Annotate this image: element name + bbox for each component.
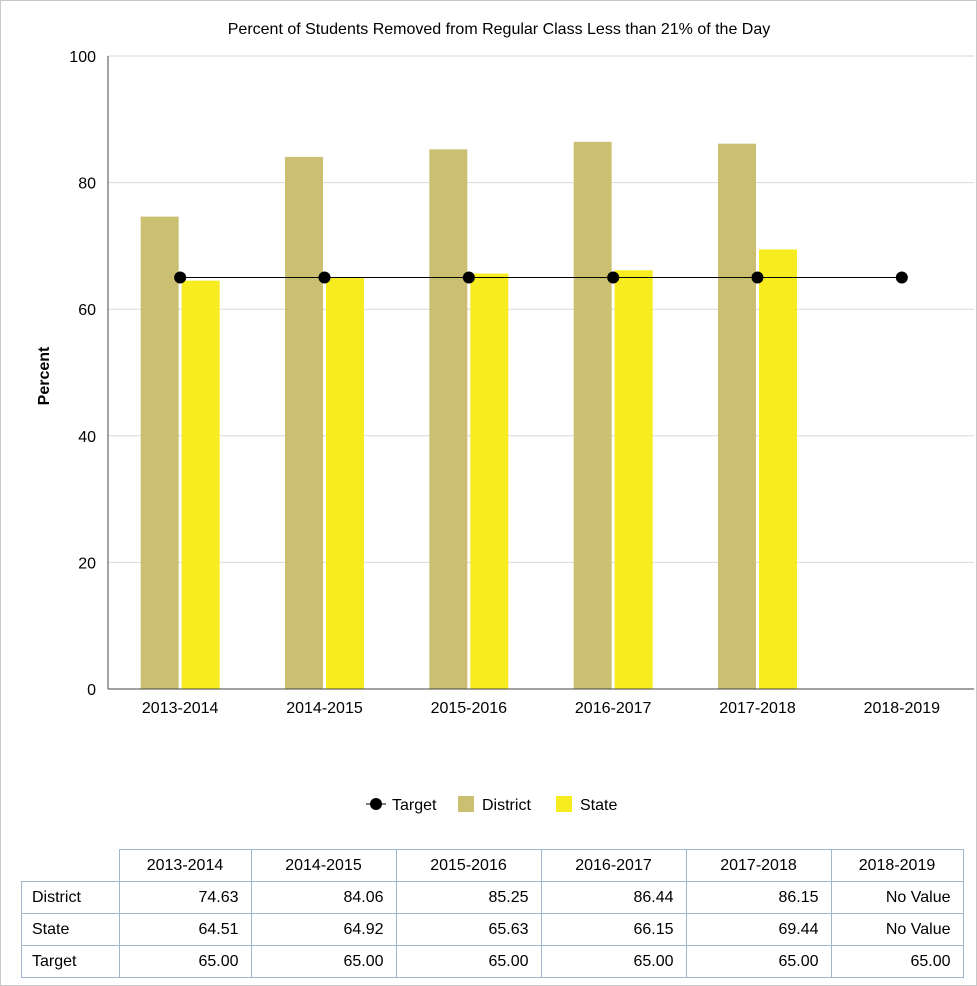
table-cell: 69.44 <box>685 913 832 946</box>
table-cell: 64.92 <box>250 913 397 946</box>
x-tick-label: 2018-2019 <box>864 700 941 717</box>
target-point <box>607 271 620 284</box>
y-tick-label: 100 <box>69 49 96 66</box>
y-tick-label: 60 <box>78 302 96 319</box>
bar-state <box>759 249 797 689</box>
table-column-header: 2017-2018 <box>685 849 832 882</box>
bar-state <box>614 270 653 689</box>
x-tick-label: 2013-2014 <box>142 700 219 717</box>
x-tick-label: 2016-2017 <box>575 700 652 717</box>
table-cell: No Value <box>830 881 964 914</box>
legend-label: Target <box>392 797 437 814</box>
table-cell: 65.63 <box>395 913 542 946</box>
bar-district <box>285 156 323 689</box>
table-column-header: 2014-2015 <box>250 849 397 882</box>
bar-district <box>718 143 756 689</box>
target-point <box>895 271 908 284</box>
legend-target-marker-icon <box>370 798 382 810</box>
table-row: Target 65.00 65.00 65.00 65.00 65.00 65.00 <box>21 945 964 978</box>
table-row-label: Target <box>21 945 120 978</box>
x-tick-label: 2017-2018 <box>719 700 796 717</box>
x-tick-label: 2015-2016 <box>431 700 508 717</box>
chart-title: Percent of Students Removed from Regular… <box>228 21 771 38</box>
y-tick-label: 40 <box>78 429 96 446</box>
bar-layer <box>140 141 797 690</box>
target-line-layer <box>174 271 908 284</box>
table-cell: 65.00 <box>395 945 542 978</box>
bar-state <box>470 273 509 689</box>
chart-svg: Percent of Students Removed from Regular… <box>36 21 974 814</box>
table-cell: 65.00 <box>830 945 964 978</box>
table-body: District 74.63 84.06 85.25 86.44 86.15 No Valu… <box>21 881 964 978</box>
table-row: District 74.63 84.06 85.25 86.44 86.15 No Valu… <box>21 881 964 914</box>
legend-district-swatch-icon <box>458 796 474 812</box>
table-cell: 65.00 <box>540 945 687 978</box>
x-tick-label: 2014-2015 <box>286 700 363 717</box>
table-cell: 65.00 <box>250 945 397 978</box>
y-tick-label: 20 <box>78 555 96 572</box>
target-point <box>174 271 187 284</box>
y-tick-label: 0 <box>87 682 96 699</box>
table-column-header: 2013-2014 <box>118 849 252 882</box>
table-cell: 65.00 <box>118 945 252 978</box>
axis-layer: 0 20 40 60 80 100 2013-2014 2014-2015 2015-2016 2… <box>69 49 974 717</box>
bar-district <box>573 141 612 690</box>
table-cell: No Value <box>830 913 964 946</box>
table-header-row: 2013-2014 2014-2015 2015-2016 2016-2017 2017… <box>21 849 964 882</box>
table-column-header: 2018-2019 <box>830 849 964 882</box>
target-point <box>318 271 331 284</box>
bar-state <box>326 278 364 689</box>
table-row-label: State <box>21 913 120 946</box>
legend-label: District <box>482 797 531 814</box>
table-column-header: 2016-2017 <box>540 849 687 882</box>
table-corner-cell <box>21 849 120 882</box>
bar-state <box>181 280 220 689</box>
y-axis-label: Percent <box>36 346 53 405</box>
legend-state-swatch-icon <box>556 796 572 812</box>
table-cell: 74.63 <box>118 881 252 914</box>
table-cell: 86.44 <box>540 881 687 914</box>
legend: Target District State <box>366 796 617 814</box>
table-row: State 64.51 64.92 65.63 66.15 69.44 No Value <box>21 913 964 946</box>
table-cell: 64.51 <box>118 913 252 946</box>
table-cell: 84.06 <box>250 881 397 914</box>
table-cell: 86.15 <box>685 881 832 914</box>
target-point <box>462 271 475 284</box>
table-row-label: District <box>21 881 120 914</box>
table-column-header: 2015-2016 <box>395 849 542 882</box>
grid-layer <box>108 55 974 563</box>
bar-district <box>140 216 179 689</box>
y-tick-label: 80 <box>78 176 96 193</box>
table-cell: 66.15 <box>540 913 687 946</box>
data-table: 2013-2014 2014-2015 2015-2016 2016-2017 2017… <box>21 849 964 978</box>
bar-district <box>429 149 468 689</box>
table-cell: 85.25 <box>395 881 542 914</box>
legend-label: State <box>580 797 617 814</box>
table-cell: 65.00 <box>685 945 832 978</box>
target-point <box>751 271 764 284</box>
